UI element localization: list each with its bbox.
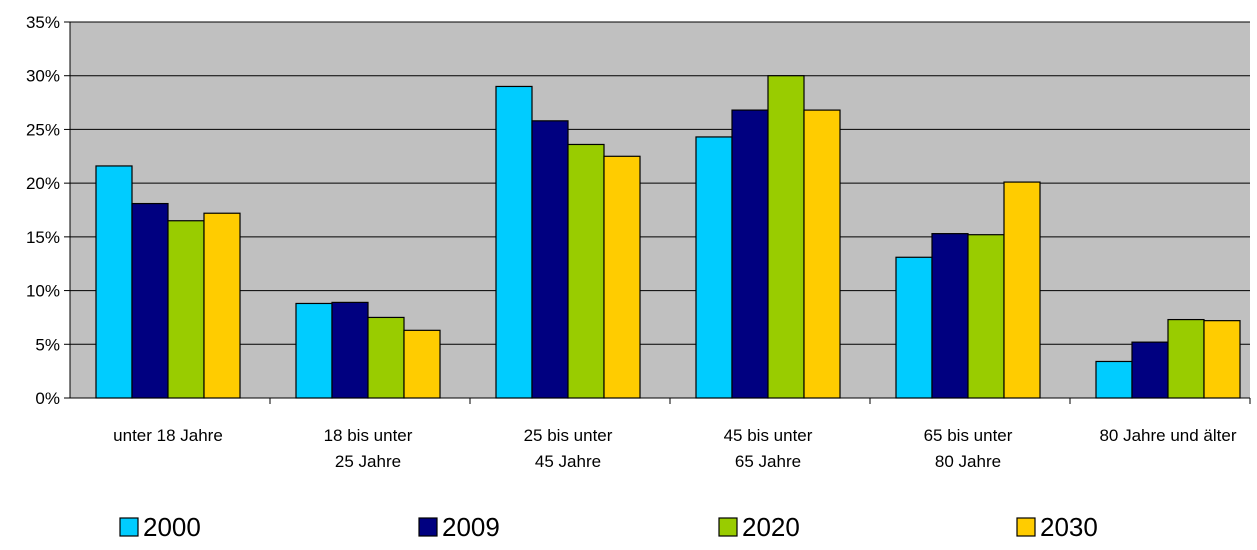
y-tick-label: 30% (26, 67, 60, 86)
bar-2009-cat-2 (531, 120, 569, 399)
bar-2020-cat-5 (1167, 318, 1205, 399)
bar-2000-cat-2 (495, 85, 533, 399)
x-category-label: unter 18 Jahre (113, 426, 223, 445)
bar-2000-cat-4 (895, 256, 933, 399)
bar-2009-cat-1 (331, 301, 369, 399)
y-tick-label: 25% (26, 120, 60, 139)
legend: 2000 2009 2020 2030 (119, 512, 1098, 542)
bar-2030-cat-4 (1003, 181, 1041, 399)
bar-2030-cat-1 (403, 329, 441, 399)
y-tick-label: 20% (26, 174, 60, 193)
legend-label-2030: 2030 (1040, 512, 1098, 542)
bar-2000-cat-3 (695, 136, 733, 399)
x-category-labels: unter 18 Jahre 18 bis unter 25 Jahre 25 bis… (113, 426, 1237, 471)
gridlines (70, 21, 1250, 345)
axes (64, 21, 1251, 404)
legend-swatch-2000 (119, 517, 139, 537)
bar-2030-cat-0 (203, 212, 241, 399)
bar-2020-cat-0 (167, 220, 205, 399)
y-tick-label: 10% (26, 282, 60, 301)
x-category-label: 45 bis unter 65 Jahre (724, 426, 813, 471)
bar-2030-cat-5 (1203, 320, 1241, 399)
bar-2000-cat-0 (95, 165, 133, 399)
legend-label-2020: 2020 (742, 512, 800, 542)
y-tick-label: 15% (26, 228, 60, 247)
x-category-label: 80 Jahre und älter (1099, 426, 1236, 445)
bar-2009-cat-4 (931, 233, 969, 399)
y-tick-label: 35% (26, 13, 60, 32)
bar-2020-cat-1 (367, 316, 405, 399)
bar-2009-cat-5 (1131, 341, 1169, 399)
bar-2020-cat-2 (567, 143, 605, 399)
y-tick-label: 5% (35, 335, 60, 354)
bar-2000-cat-5 (1095, 360, 1133, 399)
bar-2009-cat-3 (731, 109, 769, 399)
x-category-label: 18 bis unter 25 Jahre (324, 426, 413, 471)
bar-2020-cat-3 (767, 75, 805, 399)
y-tick-labels: 0% 5% 10% 15% 20% 25% 30% 35% (26, 13, 60, 408)
x-category-label: 65 bis unter 80 Jahre (924, 426, 1013, 471)
y-tick-label: 0% (35, 389, 60, 408)
legend-label-2000: 2000 (143, 512, 201, 542)
bar-2009-cat-0 (131, 202, 169, 399)
bar-2000-cat-1 (295, 302, 333, 399)
x-category-label: 25 bis unter 45 Jahre (524, 426, 613, 471)
bars (95, 75, 1241, 399)
bar-2030-cat-3 (803, 109, 841, 399)
legend-swatch-2020 (718, 517, 738, 537)
legend-swatch-2030 (1016, 517, 1036, 537)
legend-swatch-2009 (418, 517, 438, 537)
bar-2020-cat-4 (967, 234, 1005, 399)
legend-label-2009: 2009 (442, 512, 500, 542)
plot-area (70, 22, 1250, 398)
bar-2030-cat-2 (603, 155, 641, 399)
